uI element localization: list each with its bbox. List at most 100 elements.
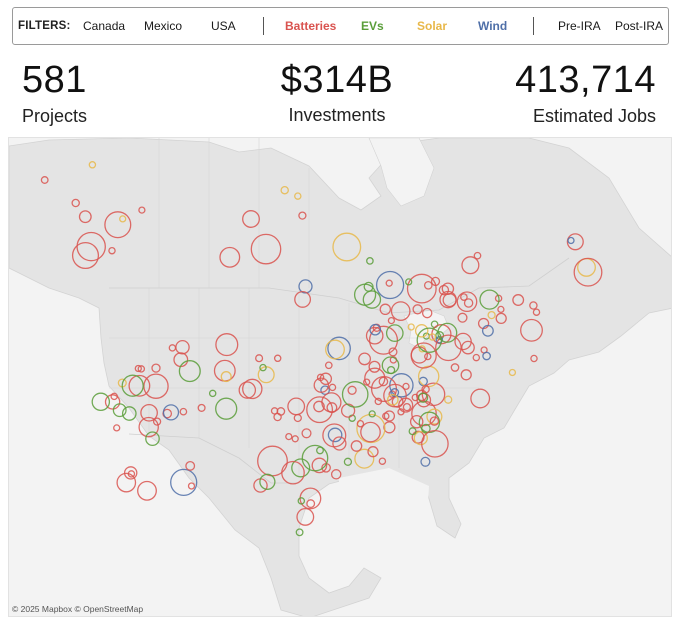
project-marker[interactable] [91, 392, 111, 412]
project-marker[interactable] [238, 381, 257, 399]
filter-batteries[interactable]: Batteries [285, 19, 337, 33]
project-marker[interactable] [347, 385, 357, 395]
project-marker[interactable] [435, 334, 462, 362]
project-marker[interactable] [450, 363, 460, 372]
project-marker[interactable] [461, 340, 475, 355]
project-marker[interactable] [413, 430, 428, 446]
project-marker[interactable] [215, 333, 239, 357]
project-marker[interactable] [215, 397, 238, 420]
project-marker[interactable] [170, 468, 198, 497]
project-marker[interactable] [324, 361, 333, 370]
project-marker[interactable] [385, 324, 404, 342]
project-marker[interactable] [175, 339, 190, 355]
project-marker[interactable] [388, 347, 398, 357]
project-marker[interactable] [353, 283, 377, 306]
project-marker[interactable] [444, 395, 453, 404]
project-marker[interactable] [437, 322, 458, 343]
project-marker[interactable] [508, 368, 517, 377]
project-marker[interactable] [343, 457, 353, 466]
project-marker[interactable] [512, 294, 525, 306]
project-marker[interactable] [306, 499, 316, 509]
project-marker[interactable] [405, 278, 413, 286]
project-marker[interactable] [242, 210, 260, 228]
project-marker[interactable] [410, 342, 437, 369]
project-marker[interactable] [532, 308, 541, 316]
project-marker[interactable] [273, 412, 282, 422]
project-marker[interactable] [369, 323, 382, 336]
project-markers[interactable] [40, 161, 603, 537]
project-marker[interactable] [416, 327, 443, 353]
filter-wind[interactable]: Wind [478, 19, 508, 33]
project-marker[interactable] [121, 406, 137, 421]
project-marker[interactable] [320, 385, 330, 396]
project-marker[interactable] [460, 293, 468, 301]
project-marker[interactable] [363, 378, 371, 386]
project-marker[interactable] [417, 392, 429, 403]
project-marker[interactable] [313, 400, 325, 413]
projects-map[interactable]: © 2025 Mapbox © OpenStreetMap [8, 137, 672, 617]
project-marker[interactable] [383, 410, 396, 422]
project-marker[interactable] [456, 291, 478, 313]
project-marker[interactable] [421, 385, 430, 394]
project-marker[interactable] [255, 354, 264, 363]
project-marker[interactable] [381, 356, 400, 375]
project-marker[interactable] [383, 421, 396, 434]
project-marker[interactable] [327, 427, 343, 443]
project-marker[interactable] [313, 377, 330, 393]
project-marker[interactable] [108, 246, 116, 255]
project-marker[interactable] [520, 318, 543, 342]
project-marker[interactable] [208, 389, 217, 398]
project-marker[interactable] [409, 414, 424, 429]
project-marker[interactable] [40, 176, 49, 184]
project-marker[interactable] [438, 284, 450, 296]
project-marker[interactable] [358, 352, 372, 366]
project-marker[interactable] [350, 440, 363, 452]
project-marker[interactable] [301, 444, 329, 472]
project-marker[interactable] [119, 215, 127, 223]
project-marker[interactable] [220, 371, 232, 383]
project-marker[interactable] [530, 354, 538, 363]
project-marker[interactable] [104, 394, 121, 410]
project-marker[interactable] [497, 305, 505, 314]
project-marker[interactable] [382, 412, 390, 420]
project-marker[interactable] [363, 281, 374, 292]
project-marker[interactable] [407, 323, 415, 331]
project-marker[interactable] [387, 316, 396, 325]
project-marker[interactable] [294, 290, 312, 308]
project-marker[interactable] [197, 403, 206, 412]
project-marker[interactable] [178, 360, 201, 383]
project-marker[interactable] [298, 211, 307, 220]
project-marker[interactable] [127, 470, 136, 478]
project-marker[interactable] [162, 404, 180, 421]
project-marker[interactable] [128, 374, 151, 397]
project-marker[interactable] [495, 312, 507, 325]
project-marker[interactable] [340, 403, 356, 418]
project-marker[interactable] [123, 466, 138, 480]
project-marker[interactable] [121, 374, 144, 397]
project-marker[interactable] [368, 360, 381, 373]
project-marker[interactable] [385, 279, 393, 287]
project-marker[interactable] [454, 332, 472, 351]
project-marker[interactable] [332, 232, 362, 262]
project-marker[interactable] [301, 428, 312, 439]
project-marker[interactable] [294, 192, 302, 200]
project-marker[interactable] [325, 339, 345, 360]
project-marker[interactable] [414, 324, 429, 338]
project-marker[interactable] [291, 435, 299, 443]
project-marker[interactable] [428, 333, 437, 341]
project-marker[interactable] [297, 497, 306, 505]
filter-mexico[interactable]: Mexico [144, 19, 183, 33]
project-marker[interactable] [529, 301, 538, 310]
project-marker[interactable] [426, 408, 443, 425]
project-marker[interactable] [137, 365, 146, 373]
project-marker[interactable] [280, 185, 289, 195]
project-marker[interactable] [439, 290, 457, 309]
project-marker[interactable] [423, 280, 433, 290]
project-marker[interactable] [332, 436, 347, 451]
project-marker[interactable] [367, 446, 379, 458]
project-marker[interactable] [420, 456, 431, 467]
project-marker[interactable] [187, 482, 196, 490]
project-marker[interactable] [368, 325, 399, 355]
project-marker[interactable] [479, 289, 500, 310]
project-marker[interactable] [470, 388, 491, 409]
